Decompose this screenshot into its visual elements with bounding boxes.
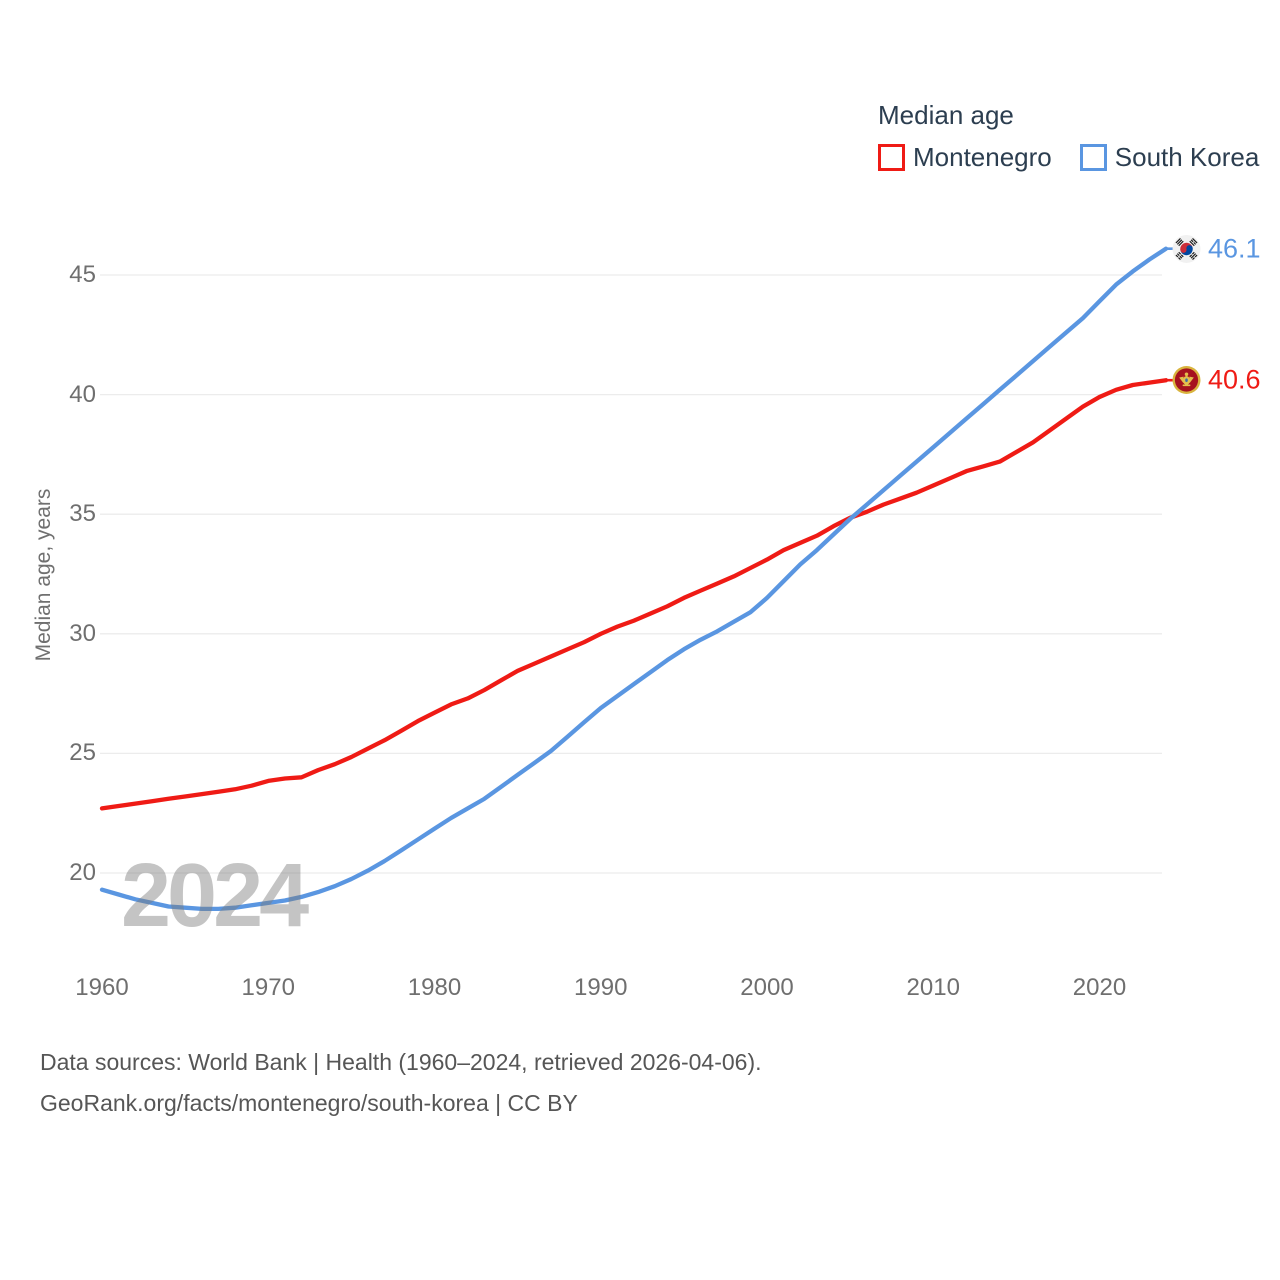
legend: Median age Montenegro South Korea — [878, 100, 1259, 173]
montenegro-flag-icon — [1172, 366, 1201, 395]
south-korea-flag-icon — [1172, 234, 1201, 263]
x-tick-label: 2000 — [740, 974, 794, 1001]
end-label-south-korea: 46.1 — [1172, 233, 1261, 264]
x-tick-label: 2010 — [906, 974, 960, 1001]
source-url-link[interactable]: GeoRank.org/facts/montenegro/south-korea… — [40, 1090, 578, 1116]
chart-title: Median age — [878, 100, 1014, 130]
y-tick-label: 45 — [69, 261, 96, 288]
x-tick-label: 2020 — [1072, 974, 1127, 1001]
y-tick-label: 30 — [69, 619, 96, 647]
footer: Data sources: World Bank | Health (1960–… — [40, 1042, 762, 1124]
legend-label-montenegro: Montenegro — [913, 142, 1052, 172]
legend-item-montenegro[interactable]: Montenegro — [878, 142, 1052, 173]
data-sources-text: Data sources: World Bank | Health (1960–… — [40, 1049, 762, 1075]
plot-area — [99, 246, 1175, 912]
legend-items: Montenegro South Korea — [878, 142, 1259, 173]
x-tick-label: 1970 — [241, 974, 295, 1001]
y-tick-label: 25 — [69, 739, 96, 767]
legend-item-south-korea[interactable]: South Korea — [1079, 142, 1260, 173]
series-line-south-korea[interactable] — [99, 246, 1169, 912]
montenegro-swatch-icon — [878, 144, 905, 171]
south-korea-swatch-icon — [1079, 144, 1107, 171]
y-tick-label: 40 — [69, 380, 96, 408]
south-korea-end-value: 46.1 — [1208, 233, 1261, 264]
end-label-montenegro: 40.6 — [1172, 365, 1261, 396]
legend-label-south-korea: South Korea — [1114, 142, 1260, 172]
x-tick-label: 1980 — [407, 974, 462, 1001]
y-tick-label: 20 — [69, 859, 96, 886]
y-tick-label: 35 — [69, 500, 96, 528]
x-tick-label: 1990 — [574, 974, 628, 1001]
montenegro-end-value: 40.6 — [1208, 364, 1261, 395]
x-tick-label: 1960 — [75, 974, 129, 1001]
series-line-montenegro[interactable] — [99, 378, 1169, 811]
